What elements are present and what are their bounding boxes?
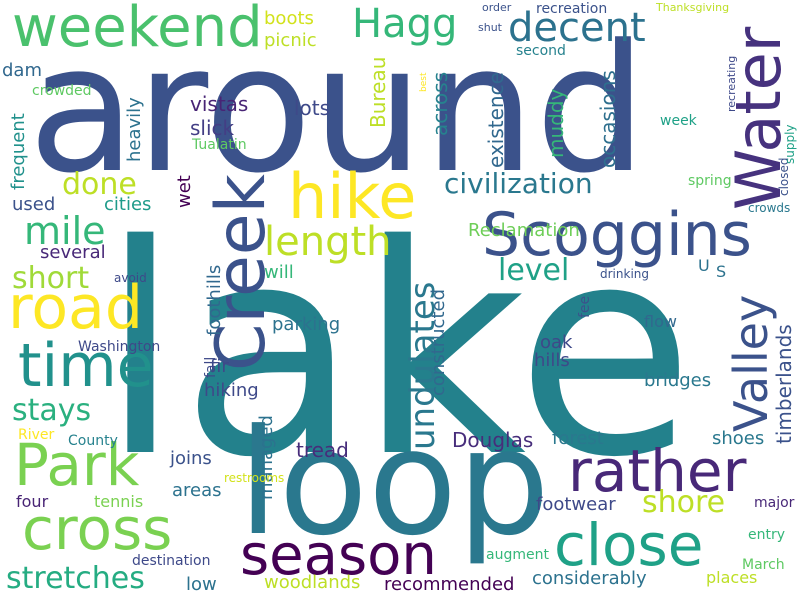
word: constructed: [428, 288, 449, 396]
word: forest: [552, 428, 604, 449]
word: Washington: [78, 339, 161, 355]
word: short: [12, 261, 90, 296]
word: footwear: [536, 494, 616, 515]
word: Bureau: [366, 56, 390, 128]
word: slick: [190, 116, 235, 140]
word: tennis: [94, 492, 144, 511]
word: mile: [24, 209, 106, 253]
word: oak: [540, 332, 573, 353]
word: augment: [486, 547, 549, 563]
word: occasions: [596, 70, 620, 168]
word: level: [498, 253, 570, 288]
word: second: [516, 43, 566, 59]
word: will: [264, 262, 294, 283]
word: four: [16, 492, 49, 511]
word: muddy: [544, 88, 568, 158]
word: spring: [688, 173, 732, 189]
word: parking: [272, 314, 341, 335]
word: Thanksgiving: [656, 1, 730, 14]
word: foothills: [204, 264, 225, 336]
word: March: [742, 557, 785, 573]
word: River: [18, 427, 55, 443]
word: Reclamation: [468, 220, 580, 241]
word: avoid: [114, 271, 147, 285]
word: frequent: [8, 113, 29, 190]
word: lake: [100, 184, 695, 521]
word: low: [186, 574, 217, 595]
word: areas: [172, 480, 222, 501]
word: Hagg: [352, 1, 458, 47]
word: County: [68, 433, 118, 449]
word: wet: [174, 175, 195, 208]
word: fee: [577, 295, 593, 318]
word: U: [698, 256, 710, 275]
word: bridges: [644, 370, 712, 391]
word: shore: [642, 485, 726, 520]
word: Valley: [724, 294, 778, 432]
word: done: [62, 167, 137, 202]
word: S: [716, 262, 727, 281]
word: recommended: [384, 574, 515, 595]
word: hike: [288, 160, 417, 233]
word: entry: [748, 527, 786, 543]
word: Park: [14, 431, 140, 499]
word: tread: [296, 438, 349, 462]
word: shut: [478, 21, 502, 34]
word: several: [40, 242, 106, 263]
word: cities: [104, 194, 152, 215]
word: major: [754, 495, 795, 511]
word: weekend: [12, 0, 263, 60]
word: fir: [210, 356, 229, 377]
word: stays: [12, 393, 92, 428]
word: around: [28, 7, 647, 212]
word: length: [264, 219, 392, 265]
word: drinking: [600, 267, 649, 281]
word: close: [554, 511, 704, 579]
word: boots: [264, 8, 314, 29]
word: vistas: [190, 92, 249, 116]
word: restrooms: [224, 471, 285, 485]
word: Tualatin: [192, 137, 247, 153]
word: recreation: [536, 1, 608, 17]
word: timberlands: [772, 324, 796, 444]
word: destination: [132, 553, 211, 569]
word: decent: [508, 5, 646, 51]
word: dam: [2, 60, 42, 81]
word: managed: [256, 415, 277, 500]
word: best: [419, 72, 429, 92]
word: recreating: [725, 55, 738, 112]
word: crowds: [748, 201, 791, 215]
word: lots: [294, 96, 331, 120]
word: order: [482, 1, 512, 14]
word: picnic: [264, 30, 317, 51]
word: road: [8, 273, 143, 343]
word: fall: [203, 356, 219, 378]
word: across: [428, 71, 452, 136]
word: heavily: [124, 97, 145, 162]
word: considerably: [532, 568, 647, 589]
word: used: [12, 194, 56, 215]
word: hiking: [204, 380, 259, 401]
word: places: [706, 568, 758, 587]
word: stretches: [6, 561, 145, 596]
word: rather: [568, 437, 747, 505]
word: supply: [783, 124, 797, 164]
word: crowded: [32, 83, 92, 99]
word: Douglas: [452, 428, 534, 452]
word: Scoggins: [482, 200, 752, 270]
word: woodlands: [264, 572, 361, 593]
word: shoes: [712, 428, 765, 449]
word: flow: [644, 312, 677, 331]
word: cross: [22, 495, 173, 563]
word: loop: [238, 398, 550, 568]
word: time: [18, 331, 154, 401]
word: joins: [170, 448, 212, 469]
word: season: [240, 523, 437, 588]
word: existence: [484, 72, 508, 168]
word: week: [660, 113, 697, 129]
word: hills: [534, 350, 570, 371]
word: civilization: [444, 167, 593, 200]
